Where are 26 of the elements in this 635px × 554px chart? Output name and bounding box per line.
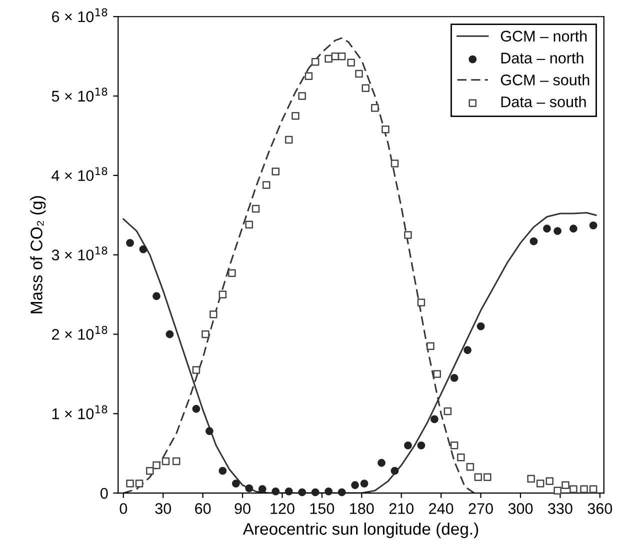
legend-label: Data – south	[501, 96, 586, 108]
x-tick-label: 30	[155, 503, 172, 514]
x-tick-label: 180	[350, 503, 374, 514]
x-tick-label: 240	[429, 503, 454, 514]
x-tick-label: 0	[120, 503, 128, 514]
x-tick-label: 120	[270, 503, 294, 514]
y-tick-label: 1 × 10$^{18}$	[52, 405, 108, 420]
x-tick-label: 90	[234, 503, 250, 514]
y-tick-label: 2 × 10$^{18}$	[52, 326, 108, 340]
y-tick-label: 6 × 10$^{18}$	[52, 8, 108, 22]
y-tick-label: 4 × 10$^{18}$	[52, 167, 108, 182]
legend-label: Data – north	[501, 52, 584, 64]
y-tick-label: 3 × 10$^{18}$	[52, 246, 108, 260]
x-tick-label: 300	[508, 503, 533, 514]
y-tick-label: 5 × 10$^{18}$	[52, 88, 108, 102]
y-tick-label: 0	[100, 488, 108, 499]
x-axis-title: Areocentric sun longitude (deg.)	[242, 522, 478, 538]
legend-label: GCM – south	[500, 74, 590, 86]
y-axis-title: Mass of CO₂ (g)	[30, 196, 46, 314]
x-tick-label: 330	[548, 503, 572, 514]
x-tick-label: 150	[310, 503, 334, 514]
x-tick-label: 60	[195, 503, 211, 514]
x-tick-label: 360	[588, 503, 612, 514]
legend-label: GCM – north	[500, 30, 587, 42]
x-tick-label: 210	[389, 503, 414, 514]
x-tick-label: 270	[468, 503, 493, 514]
